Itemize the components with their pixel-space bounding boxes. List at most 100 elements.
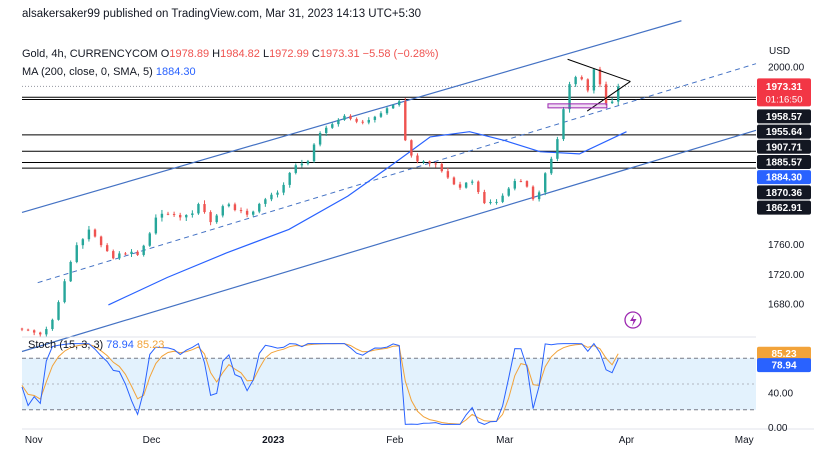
x-tick-label: Apr: [619, 435, 635, 446]
candle-body: [221, 206, 224, 216]
candle-body: [440, 163, 443, 172]
last-price-label: 1973.31: [766, 82, 803, 93]
candle-body: [410, 140, 413, 156]
candle-body: [349, 115, 352, 119]
y-tick-label: 1760.00: [768, 240, 805, 251]
countdown-label: 01:16:50: [766, 94, 803, 105]
candle-body: [69, 261, 72, 282]
candle-body: [452, 177, 456, 185]
level-price-label-bg: [757, 154, 811, 169]
candle-body: [434, 163, 437, 165]
candle-body: [112, 251, 115, 259]
candle-body: [81, 239, 85, 246]
y-tick-label: 1680.00: [768, 299, 805, 310]
x-tick-label: Dec: [143, 435, 161, 446]
candle-body: [178, 214, 182, 218]
candle-body: [428, 161, 431, 164]
candle-body: [166, 213, 170, 215]
candle-body: [99, 236, 103, 246]
candle-body: [87, 229, 91, 240]
y-tick-label: 2000.00: [768, 63, 805, 74]
stoch-k-line: [21, 342, 619, 425]
candle-body: [318, 133, 322, 145]
level-price-label: 1907.71: [766, 142, 803, 153]
candle-body: [136, 251, 139, 255]
level-price-label-bg: [757, 124, 811, 139]
candle-body: [306, 161, 310, 164]
candle-body: [148, 233, 151, 246]
stoch-k-badge-bg: [757, 358, 811, 373]
open-label: O: [160, 48, 170, 60]
ma-label[interactable]: MA (200, close, 0, SMA, 5): [22, 66, 153, 78]
candle-body: [245, 210, 249, 215]
stoch-d-badge-bg: [757, 346, 811, 361]
candle-body: [197, 204, 200, 214]
candle-body: [191, 213, 194, 216]
candle-body: [580, 77, 583, 80]
change-value: −5.58 (−0.28%): [362, 48, 439, 60]
stoch-y-tick-label: 40.00: [768, 389, 793, 400]
support-box: [547, 103, 608, 109]
candle-body: [20, 328, 24, 330]
candle-body: [288, 172, 291, 185]
candle-body: [586, 79, 590, 91]
candle-body: [385, 108, 389, 114]
ma-price-label: 1884.30: [766, 173, 803, 184]
level-price-label-bg: [757, 185, 811, 200]
candle-body: [574, 77, 577, 85]
triangle-lower-line: [586, 81, 631, 112]
stoch-k-value: 78.94: [106, 339, 134, 351]
candle-body: [57, 302, 60, 320]
x-tick-label: May: [735, 435, 754, 446]
stoch-d-badge: 85.23: [771, 349, 796, 360]
candle-body: [610, 101, 614, 104]
candle-body: [604, 84, 608, 104]
y-tick-label: 1720.00: [768, 270, 805, 281]
candle-body: [507, 188, 510, 196]
candle-body: [203, 204, 206, 213]
candle-body: [172, 213, 176, 215]
ma-legend: MA (200, close, 0, SMA, 5) 1884.30: [22, 66, 196, 78]
candle-body: [331, 124, 334, 128]
stoch-y-tick-label: 0.00: [768, 423, 788, 434]
candle-body: [124, 253, 127, 255]
candle-body: [477, 181, 480, 192]
symbol-name[interactable]: Gold, 4h, CURRENCYCOM: [22, 48, 158, 60]
axes: Nov Dec 2023 Feb Mar Apr May 1680.00 1720.00 1760…: [22, 63, 814, 446]
x-tick-label: Feb: [386, 435, 404, 446]
close-value: 1973.31: [319, 48, 360, 60]
candle-body: [519, 181, 523, 183]
candle-body: [367, 119, 370, 123]
horizontal-levels: [22, 85, 756, 169]
candle-body: [391, 104, 395, 109]
publisher-line: alsakersaker99 published on TradingView.…: [22, 8, 422, 20]
candle-body: [501, 195, 504, 202]
triangle-upper-line: [567, 58, 631, 82]
lightning-icon: [624, 311, 642, 329]
candle-body: [416, 155, 419, 162]
level-price-label: 1870.36: [766, 188, 803, 199]
candles: [20, 66, 620, 337]
candle-body: [270, 194, 273, 200]
stoch-name[interactable]: Stoch: [28, 339, 57, 351]
high-value: 1984.82: [220, 48, 260, 60]
x-tick-label: 2023: [262, 435, 285, 446]
candle-body: [373, 116, 377, 120]
candle-body: [598, 69, 602, 85]
candle-body: [93, 229, 97, 237]
high-label: H: [212, 48, 221, 60]
stoch-pane: [21, 336, 756, 425]
candle-body: [562, 109, 565, 140]
candle-body: [324, 127, 328, 134]
candle-body: [537, 192, 541, 200]
candle-body: [160, 213, 164, 218]
candle-body: [118, 253, 121, 259]
candle-body: [464, 182, 468, 188]
candle-body: [26, 329, 30, 331]
candle-body: [39, 332, 42, 335]
candle-body: [525, 181, 529, 187]
ma-price-label-bg: [757, 170, 811, 185]
candle-body: [276, 192, 279, 195]
